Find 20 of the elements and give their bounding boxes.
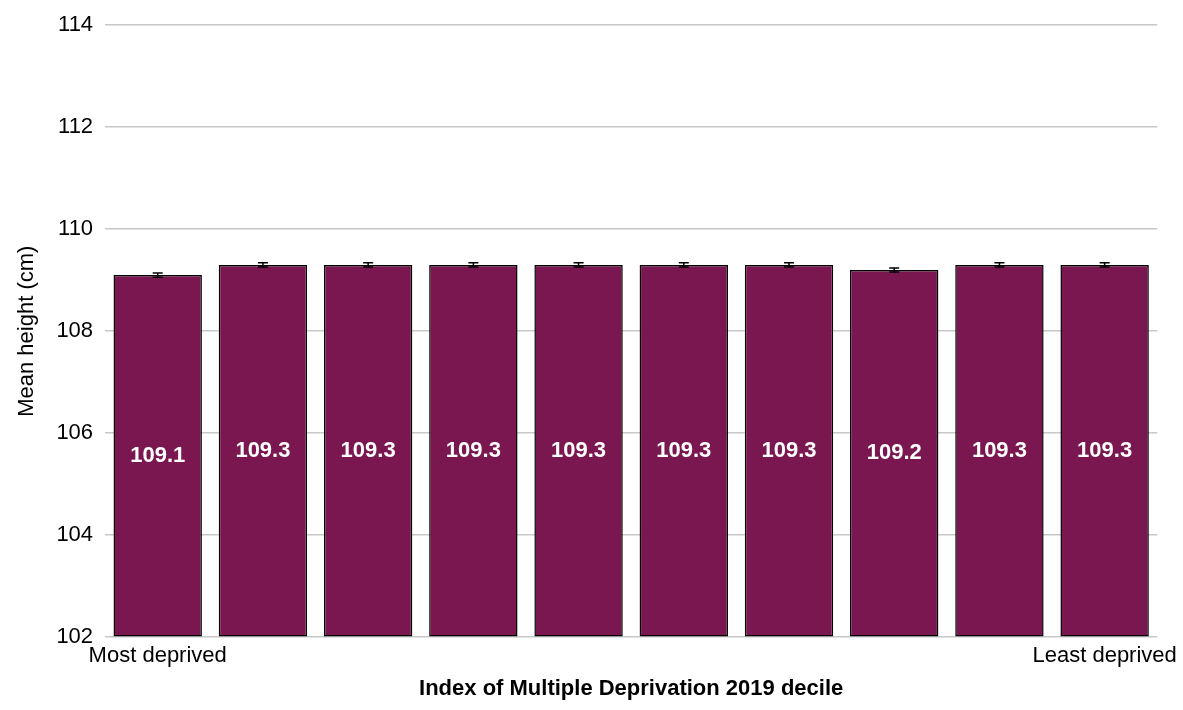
data-label: 109.3	[971, 436, 1027, 462]
data-label: 109.3	[551, 436, 607, 462]
data-label: 109.3	[445, 436, 501, 462]
y-tick-label: 108	[56, 317, 94, 343]
y-tick-label: 114	[58, 11, 94, 37]
data-label: 109.2	[866, 439, 922, 465]
data-label: 109.3	[235, 436, 291, 462]
data-label: 109.3	[761, 436, 817, 462]
data-label: 109.3	[1077, 436, 1133, 462]
x-axis-title: Index of Multiple Deprivation 2019 decile	[419, 674, 844, 700]
x-tick-label: Most deprived	[88, 642, 227, 668]
x-tick-label: Least deprived	[1032, 642, 1177, 668]
data-label: 109.3	[340, 436, 396, 462]
y-tick-label: 104	[56, 521, 94, 547]
y-tick-label: 112	[58, 113, 94, 139]
y-axis-title: Mean height (cm)	[13, 245, 39, 417]
y-tick-label: 110	[58, 215, 94, 241]
y-tick-label: 106	[56, 419, 94, 445]
data-label: 109.3	[656, 436, 712, 462]
data-label: 109.1	[130, 441, 186, 467]
